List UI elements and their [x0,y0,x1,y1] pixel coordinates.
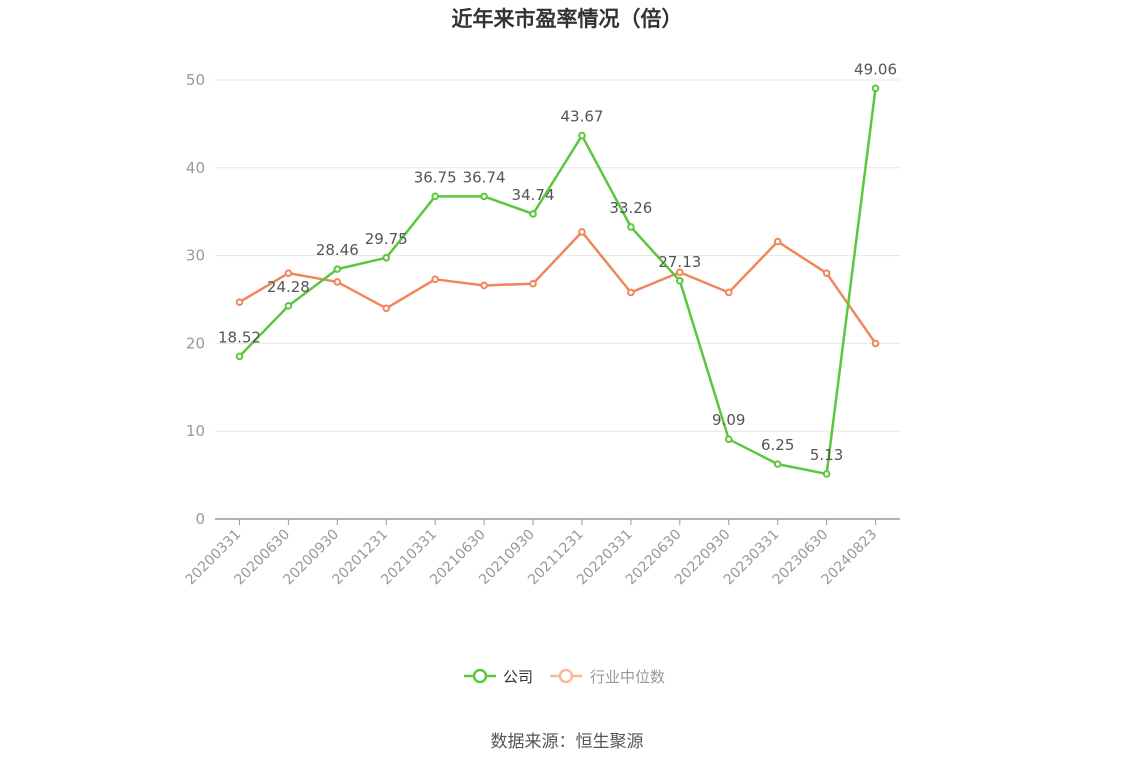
data-point [871,339,880,348]
data-point [773,237,782,246]
data-point [480,192,488,201]
data-point [529,279,537,288]
data-point [627,223,635,231]
data-point [431,192,439,201]
data-label: 29.75 [365,230,408,248]
data-point [529,210,537,218]
data-label: 49.06 [854,60,897,78]
source-text: 数据来源：恒生聚源 [491,732,644,752]
y-tick-label: 40 [186,159,205,177]
data-point [333,278,342,286]
data-point [235,298,244,306]
legend-marker [558,668,574,684]
data-label: 27.13 [658,253,701,271]
data-point [333,265,342,273]
legend[interactable]: 公司 行业中位数 [464,668,665,686]
data-point [578,228,586,236]
data-point [773,460,782,468]
y-tick-label: 10 [186,422,205,440]
data-label: 24.28 [267,278,310,296]
data-label: 9.09 [712,411,745,429]
data-point [871,84,880,93]
data-point [480,281,488,290]
data-point [431,275,439,284]
series-line [238,230,877,345]
data-point [724,288,733,297]
y-tick-label: 0 [195,510,205,528]
data-label: 43.67 [560,108,603,126]
data-point [382,253,391,262]
data-point [627,288,635,297]
series-line [238,88,877,476]
data-label: 34.74 [512,186,555,204]
data-label: 18.52 [218,328,261,346]
legend-label: 行业中位数 [590,668,665,686]
data-point [235,352,244,361]
y-tick-label: 30 [186,247,205,265]
data-labels: 18.52 24.28 28.46 29.75 36.75 36.74 34.74 43.67… [218,60,897,464]
data-label: 36.74 [463,168,506,186]
data-point [382,304,391,313]
data-point [822,470,831,478]
data-point [284,269,293,277]
data-label: 6.25 [761,436,794,454]
y-tick-label: 20 [186,334,205,352]
data-point [822,269,831,277]
data-label: 36.75 [414,168,457,186]
data-point [676,276,684,285]
series-layer [235,84,880,478]
data-point [284,302,293,310]
y-tick-label: 50 [186,71,205,89]
data-point [676,268,684,277]
data-label: 5.13 [810,446,843,464]
data-point [578,131,586,140]
legend-label: 公司 [503,668,533,686]
grid-lines [215,79,900,432]
data-label: 33.26 [609,199,652,217]
legend-marker [472,668,488,684]
data-label: 28.46 [316,241,359,259]
chart-title: 近年来市盈率情况（倍） [452,7,683,31]
x-axis: 2020033120200630202009302020123120210331… [183,518,900,588]
data-point [724,435,733,443]
y-axis: 0 10 20 30 40 50 [186,71,205,528]
